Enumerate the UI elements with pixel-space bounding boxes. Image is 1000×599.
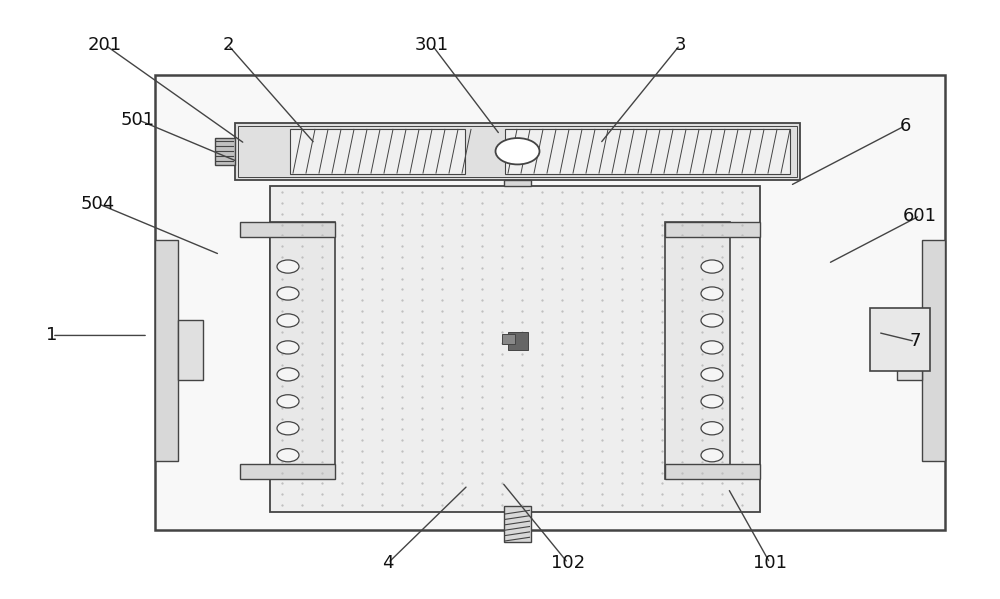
Text: 101: 101	[753, 554, 787, 572]
Bar	[870, 308, 930, 371]
Circle shape	[496, 138, 540, 165]
Bar	[290, 129, 465, 174]
Bar	[178, 320, 203, 380]
Circle shape	[277, 422, 299, 435]
Bar	[897, 320, 922, 380]
Circle shape	[701, 395, 723, 408]
Text: 504: 504	[81, 195, 115, 213]
Text: 7: 7	[909, 332, 921, 350]
Circle shape	[701, 422, 723, 435]
Circle shape	[701, 287, 723, 300]
Bar	[155, 75, 945, 530]
Text: 6: 6	[899, 117, 911, 135]
Bar	[665, 222, 730, 479]
Circle shape	[277, 314, 299, 327]
Circle shape	[701, 368, 723, 381]
Text: 301: 301	[415, 36, 449, 54]
Bar	[270, 222, 335, 479]
Circle shape	[701, 260, 723, 273]
Bar	[240, 222, 335, 237]
Bar	[505, 129, 790, 174]
Text: 4: 4	[382, 554, 394, 572]
Text: 1: 1	[46, 326, 58, 344]
Text: 601: 601	[903, 207, 937, 225]
Circle shape	[277, 368, 299, 381]
Bar	[504, 506, 530, 542]
Circle shape	[701, 341, 723, 354]
Bar	[922, 240, 945, 461]
Circle shape	[277, 341, 299, 354]
Bar	[508, 332, 528, 350]
Text: 201: 201	[88, 36, 122, 54]
Circle shape	[277, 395, 299, 408]
Bar	[215, 138, 235, 165]
Circle shape	[277, 449, 299, 462]
Circle shape	[277, 260, 299, 273]
Bar	[504, 180, 530, 186]
Text: 3: 3	[674, 36, 686, 54]
Text: 2: 2	[222, 36, 234, 54]
Bar	[665, 464, 760, 479]
Bar	[235, 123, 800, 180]
Circle shape	[277, 287, 299, 300]
Bar	[155, 240, 178, 461]
Bar	[240, 464, 335, 479]
Circle shape	[701, 449, 723, 462]
Bar	[665, 222, 760, 237]
Bar	[502, 334, 514, 344]
Bar	[270, 186, 760, 512]
Text: 501: 501	[121, 111, 155, 129]
Text: 102: 102	[551, 554, 585, 572]
Circle shape	[701, 314, 723, 327]
Bar	[238, 126, 797, 177]
